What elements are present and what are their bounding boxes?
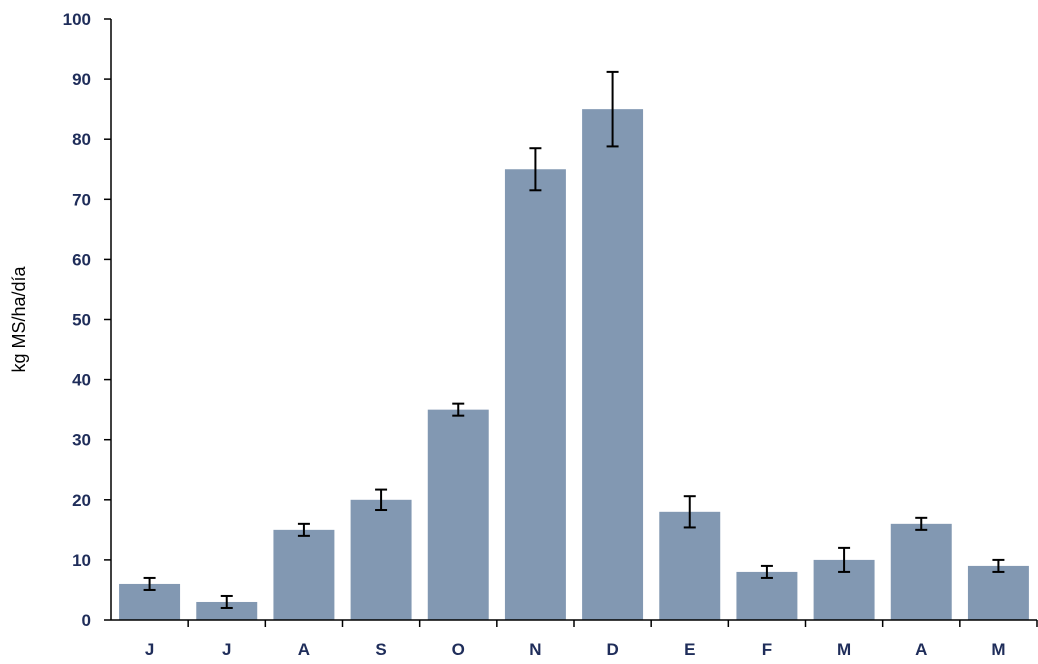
y-tick-label: 90: [72, 70, 91, 89]
bars-group: [119, 109, 1029, 621]
error-bar: [143, 576, 156, 591]
x-tick-label: J: [222, 640, 231, 659]
error-bar: [606, 70, 619, 148]
y-ticks-group: 0 10 20 30 40 50 60 70 80 90 100: [63, 10, 111, 630]
bar: [890, 523, 952, 620]
error-bar: [683, 495, 696, 529]
x-tick-label: M: [837, 640, 851, 659]
y-tick-label: 50: [72, 311, 91, 330]
y-tick-label: 40: [72, 371, 91, 390]
x-tick-label: S: [375, 640, 386, 659]
error-bar: [529, 147, 542, 192]
bar: [504, 169, 566, 620]
y-tick-label: 30: [72, 431, 91, 450]
error-bar: [838, 546, 851, 573]
x-tick-label: A: [915, 640, 927, 659]
x-tick-label: J: [145, 640, 154, 659]
bar: [736, 571, 798, 620]
y-tick-label: 10: [72, 551, 91, 570]
y-axis-title: kg MS/ha/día: [9, 265, 29, 372]
x-tick-label: O: [452, 640, 465, 659]
error-bar: [452, 402, 465, 417]
x-tick-label: F: [762, 640, 772, 659]
y-tick-label: 0: [82, 611, 91, 630]
bar: [427, 409, 489, 620]
y-tick-label: 100: [63, 10, 91, 29]
error-bar: [220, 594, 233, 609]
y-tick-label: 80: [72, 130, 91, 149]
bar: [659, 511, 721, 620]
bar: [582, 109, 644, 621]
x-tick-label: M: [991, 640, 1005, 659]
y-tick-label: 70: [72, 190, 91, 209]
x-tick-label: D: [606, 640, 618, 659]
bar: [967, 565, 1029, 620]
error-bar: [915, 516, 928, 531]
x-tick-label: E: [684, 640, 695, 659]
bar: [273, 529, 335, 620]
error-bar: [760, 564, 773, 579]
x-tick-label: A: [298, 640, 310, 659]
error-bar: [992, 558, 1005, 573]
x-tick-label: N: [529, 640, 541, 659]
bar: [350, 499, 412, 620]
error-bar: [375, 488, 388, 512]
error-bars-group: [143, 70, 1005, 609]
error-bar: [297, 522, 310, 537]
y-tick-label: 60: [72, 250, 91, 269]
y-tick-label: 20: [72, 491, 91, 510]
bar: [196, 601, 258, 620]
